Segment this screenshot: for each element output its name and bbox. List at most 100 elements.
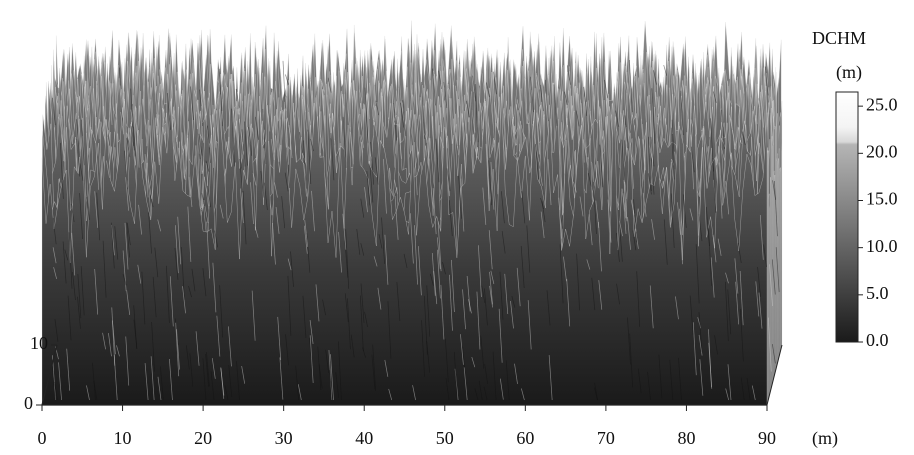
canopy-streak bbox=[66, 348, 71, 391]
canopy-streak bbox=[191, 268, 196, 292]
canopy-streak bbox=[366, 170, 371, 206]
canopy-streak bbox=[462, 289, 466, 330]
canopy-streak bbox=[255, 116, 259, 140]
canopy-streak bbox=[708, 329, 712, 388]
canopy-streak bbox=[77, 273, 82, 319]
canopy-streak bbox=[262, 108, 267, 164]
canopy-streak bbox=[649, 285, 654, 329]
canopy-streak bbox=[350, 334, 355, 358]
canopy-streak bbox=[466, 100, 470, 118]
canopy-streak bbox=[623, 180, 628, 222]
canopy-streak bbox=[499, 271, 504, 320]
canopy-streak bbox=[763, 244, 767, 268]
canopy-streak bbox=[112, 320, 116, 355]
canopy-streak bbox=[159, 69, 163, 101]
canopy-streak bbox=[198, 133, 203, 156]
canopy-streak bbox=[437, 249, 441, 299]
canopy-streak bbox=[583, 86, 588, 116]
canopy-streak bbox=[176, 329, 180, 370]
canopy-streak bbox=[566, 278, 571, 327]
canopy-streak bbox=[746, 377, 751, 401]
canopy-streak bbox=[61, 134, 66, 162]
canopy-streak bbox=[126, 138, 131, 158]
canopy-streak bbox=[629, 333, 634, 388]
canopy-streak bbox=[288, 125, 293, 159]
canopy-streak bbox=[79, 193, 83, 240]
canopy-streak bbox=[432, 188, 437, 235]
canopy-streak bbox=[539, 168, 543, 186]
canopy-streak bbox=[364, 87, 369, 144]
canopy-streak bbox=[732, 130, 736, 151]
canopy-streak bbox=[472, 75, 477, 102]
canopy-streak bbox=[698, 334, 703, 356]
x-tick-label: 70 bbox=[597, 428, 615, 448]
canopy-streak bbox=[698, 214, 703, 242]
canopy-streak bbox=[690, 134, 694, 190]
canopy-streak bbox=[410, 213, 414, 264]
y-axis bbox=[41, 344, 58, 406]
canopy-streak bbox=[95, 81, 100, 140]
canopy-streak bbox=[403, 253, 408, 269]
canopy-streak bbox=[527, 300, 532, 350]
canopy-streak bbox=[710, 118, 714, 172]
canopy-streak bbox=[493, 71, 497, 95]
canopy-streak bbox=[384, 234, 389, 285]
canopy-streak bbox=[210, 115, 215, 168]
colorbar-tick-label: 20.0 bbox=[866, 141, 898, 161]
canopy-streak bbox=[772, 344, 776, 364]
canopy-streak bbox=[205, 160, 210, 172]
canopy-streak bbox=[414, 225, 418, 285]
x-tick-label: 60 bbox=[516, 428, 534, 448]
x-tick-label: 90 bbox=[758, 428, 776, 448]
canopy-streak bbox=[86, 196, 90, 220]
canopy-streak bbox=[668, 87, 673, 135]
canopy-streak bbox=[189, 353, 194, 387]
colorbar-unit: (m) bbox=[836, 62, 862, 83]
canopy-streak bbox=[196, 129, 201, 160]
canopy-streak bbox=[717, 238, 722, 256]
canopy-streak bbox=[286, 147, 290, 189]
canopy-streak bbox=[240, 188, 244, 224]
canopy-streak bbox=[114, 226, 119, 260]
canopy-streak bbox=[285, 74, 289, 85]
canopy-streak bbox=[185, 345, 190, 370]
canopy-streak bbox=[335, 372, 340, 398]
canopy-streak bbox=[330, 354, 334, 401]
canopy-streak bbox=[757, 267, 761, 297]
canopy-streak bbox=[206, 352, 210, 387]
canopy-streak bbox=[548, 355, 553, 401]
canopy-streak bbox=[188, 285, 192, 298]
colorbar-tick-label: 0.0 bbox=[866, 330, 889, 350]
canopy-streak bbox=[219, 204, 224, 219]
canopy-streak bbox=[755, 281, 760, 317]
canopy-streak bbox=[442, 261, 446, 275]
canopy-streak bbox=[564, 91, 568, 105]
canopy-streak bbox=[438, 70, 442, 90]
canopy-streak bbox=[460, 334, 464, 365]
canopy-streak bbox=[364, 311, 368, 328]
canopy-streak bbox=[530, 76, 534, 113]
canopy-streak bbox=[237, 114, 242, 169]
canopy-streak bbox=[727, 364, 732, 401]
colorbar-title: DCHM bbox=[812, 28, 866, 48]
canopy-streak bbox=[285, 108, 289, 165]
canopy-streak bbox=[648, 173, 652, 195]
canopy-streak bbox=[241, 366, 246, 384]
canopy-streak bbox=[150, 356, 155, 401]
canopy-streak bbox=[458, 175, 462, 219]
canopy-streak bbox=[671, 119, 676, 170]
canopy-streak bbox=[474, 388, 479, 401]
canopy-streak bbox=[275, 206, 280, 234]
canopy-streak bbox=[80, 119, 85, 166]
canopy-streak bbox=[430, 273, 434, 286]
canopy-streak bbox=[526, 225, 531, 273]
canopy-streak bbox=[244, 121, 248, 166]
canopy-streak bbox=[443, 81, 448, 109]
canopy-streak bbox=[239, 159, 243, 193]
canopy-streak bbox=[52, 217, 57, 245]
x-tick-label: 20 bbox=[194, 428, 212, 448]
canopy-streak bbox=[586, 259, 591, 270]
canopy-streak bbox=[535, 112, 540, 155]
surface bbox=[41, 20, 783, 406]
canopy-streak bbox=[138, 204, 142, 235]
